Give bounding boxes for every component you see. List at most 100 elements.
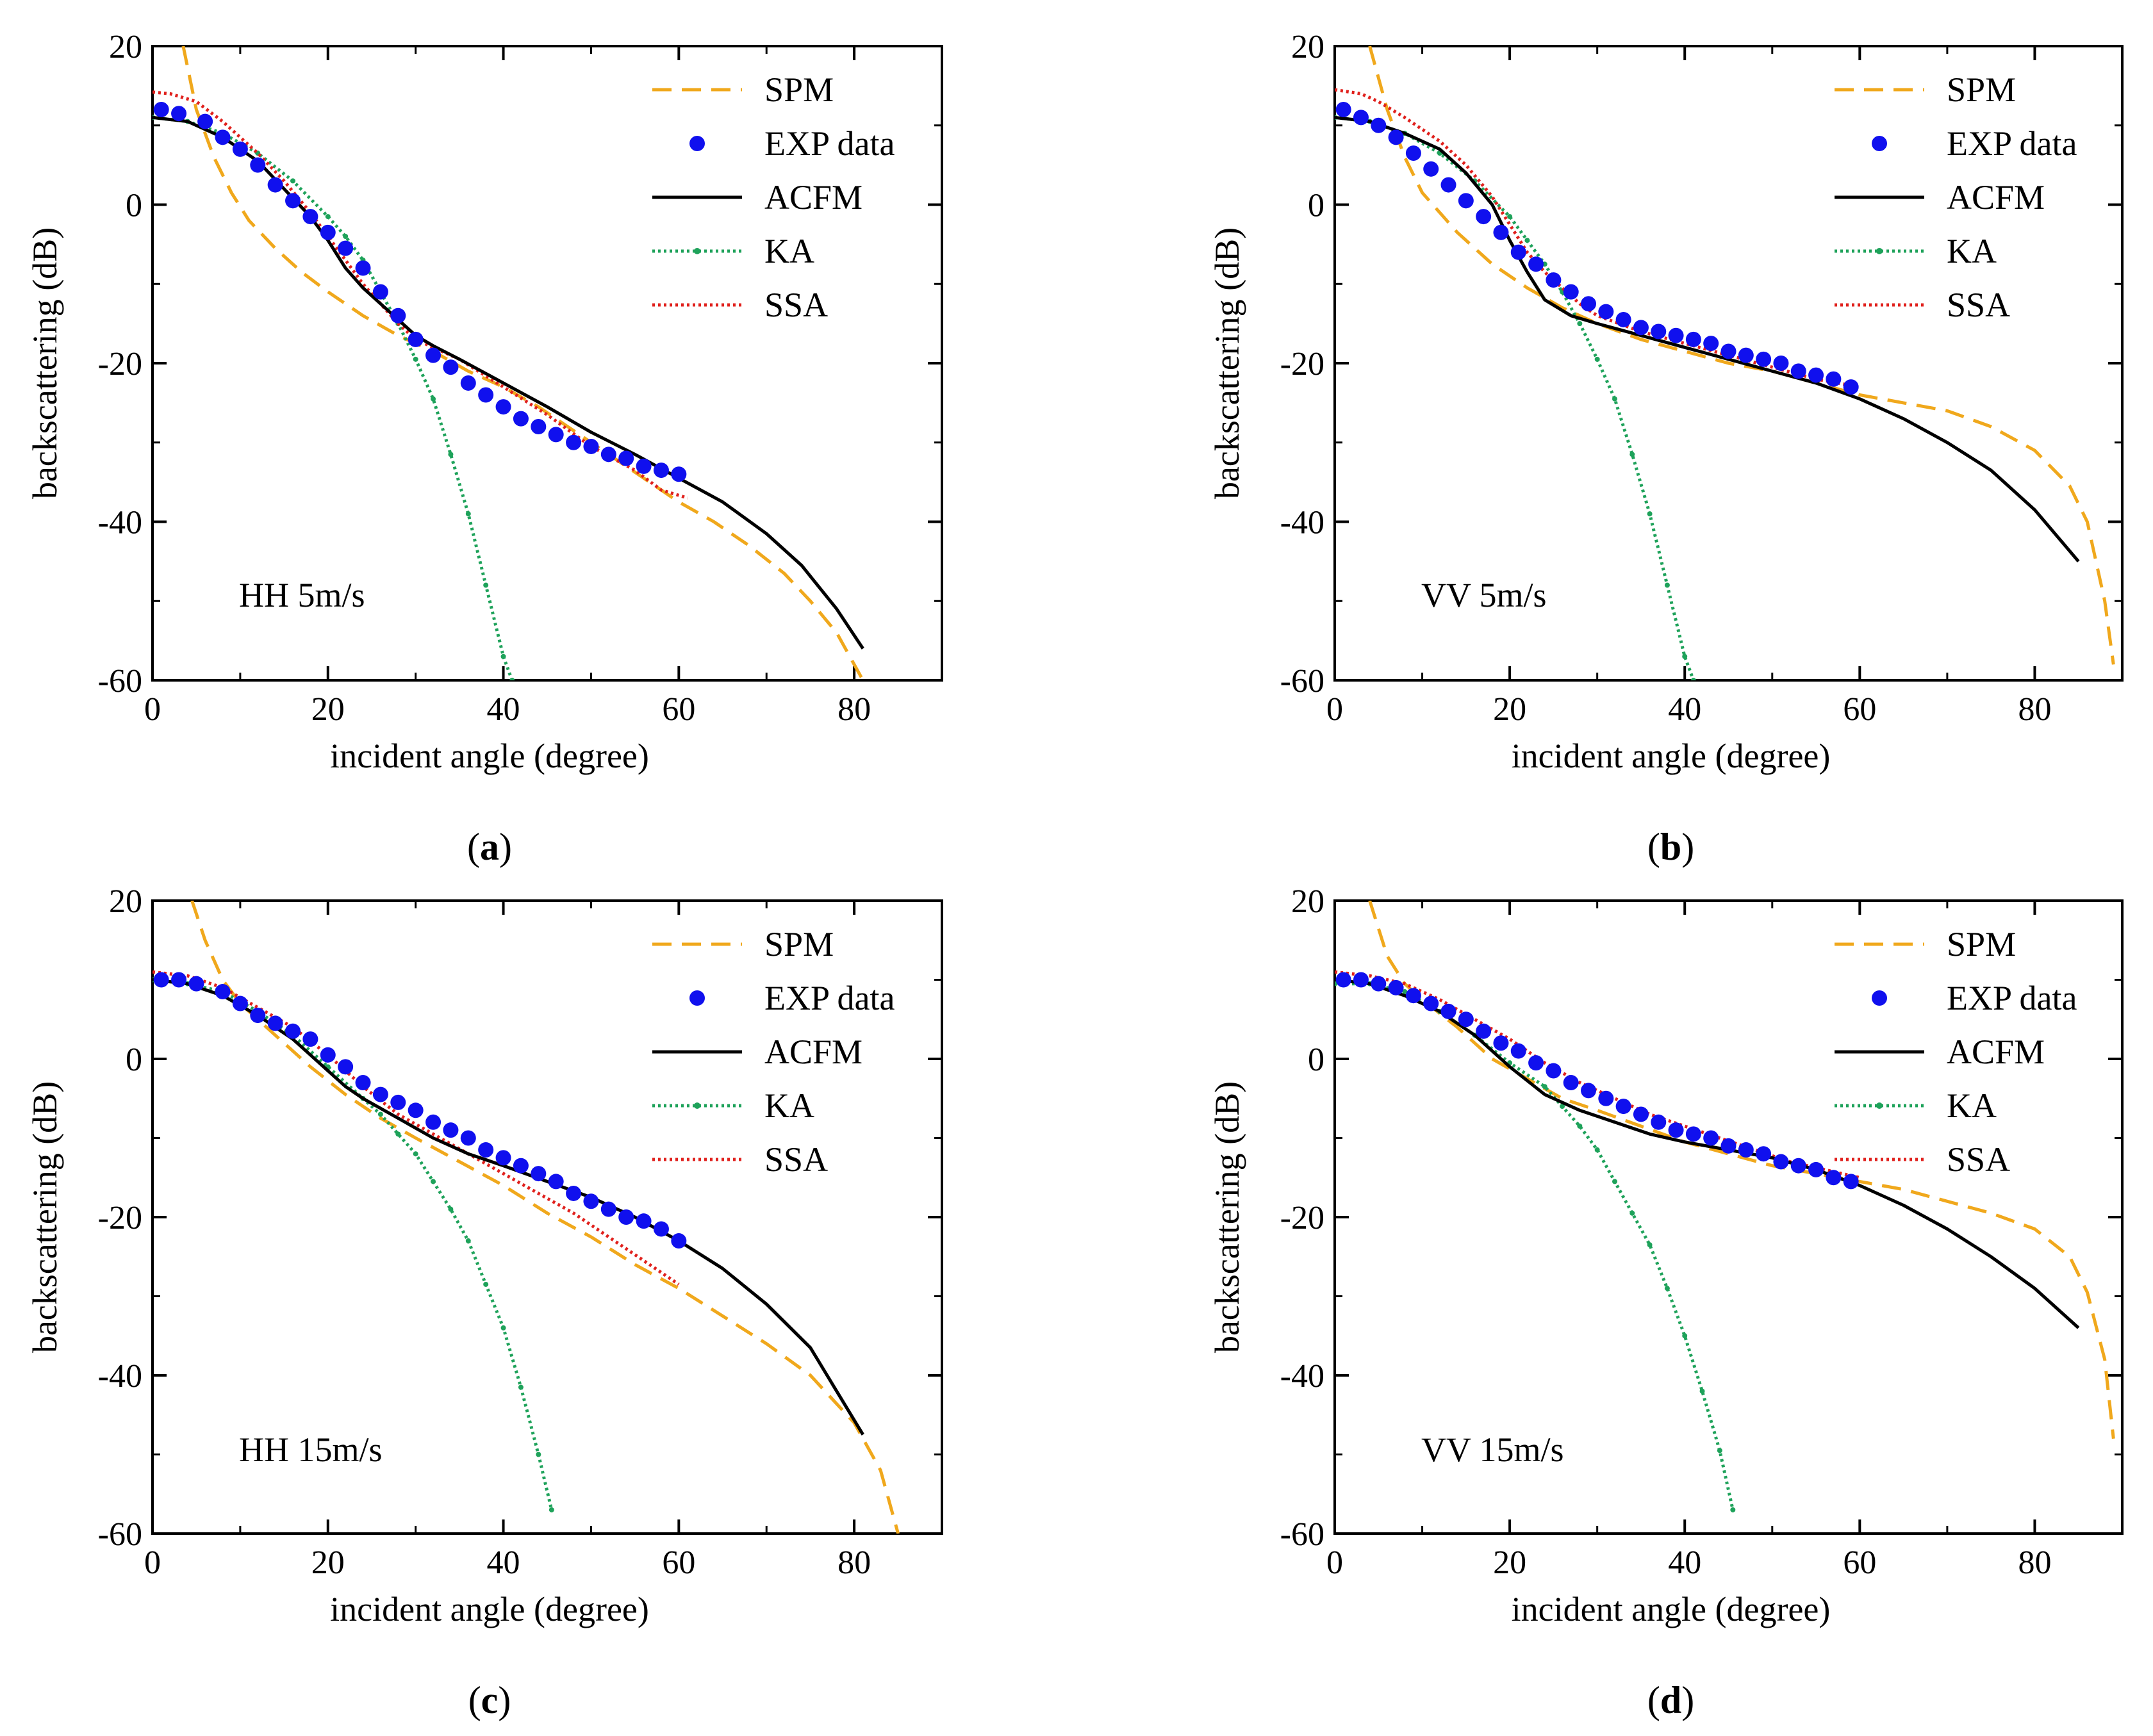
series-exp-data-point (1738, 347, 1754, 363)
y-tick-label: 0 (126, 188, 142, 224)
series-exp-data-point (1738, 1142, 1754, 1158)
series-ka-point (1612, 396, 1617, 402)
legend-label-spm: SPM (1947, 925, 2016, 963)
series-exp-data-point (153, 102, 169, 117)
panel-label-open-paren: ( (468, 1679, 481, 1721)
y-tick-label: 0 (1308, 1042, 1324, 1078)
y-tick-label: -40 (1280, 505, 1324, 541)
series-exp-data-point (320, 1047, 336, 1063)
legend-label-ssa: SSA (764, 286, 828, 324)
x-tick-label: 40 (487, 691, 520, 728)
legend-label-ka: KA (764, 1086, 814, 1125)
series-exp-data-point (495, 399, 511, 415)
legend: SPM EXP data ACFM KA SSA (652, 925, 895, 1179)
series-exp-data-point (1353, 972, 1369, 988)
legend: SPM EXP data ACFM KA SSA (1835, 70, 2077, 324)
series-exp-data-point (1493, 224, 1509, 240)
x-tick-label: 20 (311, 1544, 345, 1581)
series-ka-point (1594, 356, 1600, 362)
series-ka-point (1629, 452, 1635, 457)
x-tick-label: 0 (144, 691, 161, 728)
series-exp-data-point (302, 209, 318, 225)
series-exp-data-point (215, 129, 231, 145)
series-exp-data-point (443, 359, 459, 375)
legend-label-acfm: ACFM (1947, 1033, 2045, 1071)
panel-label-open-paren: ( (1647, 1679, 1660, 1721)
condition-annotation: HH 15m/s (239, 1430, 383, 1469)
series-ka-point (431, 396, 436, 402)
series-exp-data-point (1756, 351, 1772, 367)
series-exp-data-point (1423, 161, 1439, 177)
panel-label-close-paren: ) (498, 1679, 511, 1721)
series-ka-point (465, 1238, 471, 1244)
chart-panel-b: 0 20 40 60 80 20 0 -20 -40 -60 incident angle (deg… (1208, 29, 2124, 868)
series-exp-data-point (171, 106, 187, 122)
x-tick-label: 0 (1326, 1544, 1343, 1581)
series-exp-data-point (653, 463, 669, 479)
series-ka-point (483, 582, 489, 588)
series-ka-point (1577, 1123, 1583, 1129)
series-exp-data-point (1353, 110, 1369, 126)
x-axis-title: incident angle (degree) (330, 737, 649, 775)
series-exp-data-point (1720, 343, 1736, 359)
series-exp-data-point (232, 141, 248, 157)
series-exp-data-point (285, 1023, 301, 1039)
y-axis-title: backscattering (dB) (26, 1081, 64, 1353)
series-exp-data-point (1773, 356, 1789, 371)
legend-swatch-exp-data (689, 136, 705, 151)
series-exp-data-point (600, 446, 616, 463)
series-exp-data-point (548, 427, 564, 443)
y-tick-label: -20 (98, 346, 142, 382)
panel-label-letter: d (1660, 1679, 1681, 1721)
x-tick-label: 0 (1326, 691, 1343, 728)
y-tick-label: -20 (1280, 1200, 1324, 1236)
series-exp-data-point (197, 113, 213, 129)
x-tick-label: 0 (144, 1544, 161, 1581)
series-exp-data-point (338, 240, 354, 256)
legend-label-ka: KA (1947, 232, 1997, 270)
legend-label-acfm: ACFM (764, 178, 862, 217)
panel-label: (a) (467, 826, 512, 868)
series-exp-data-point (513, 1158, 529, 1174)
series-ka-point (1647, 1242, 1653, 1248)
chart-panel-a: 0 20 40 60 80 20 0 -20 -40 -60 incident angle (deg… (26, 29, 943, 868)
panel-label-letter: b (1660, 826, 1681, 868)
series-exp-data-point (355, 260, 371, 276)
series-exp-data-point (1371, 117, 1387, 133)
legend-label-ka: KA (1947, 1086, 1997, 1125)
series-exp-data-point (618, 1209, 634, 1225)
series-ka-line (153, 978, 554, 1511)
series-exp-data-point (460, 1130, 476, 1146)
chart-panel-d: 0 20 40 60 80 20 0 -20 -40 -60 incident angle (deg… (1208, 883, 2124, 1721)
series-exp-data-point (232, 995, 248, 1011)
series-ka-line (1335, 115, 1695, 680)
series-exp-data-point (513, 411, 529, 427)
condition-annotation: VV 5m/s (1421, 576, 1547, 614)
series-exp-data-point (1808, 367, 1824, 383)
series-exp-data-point (390, 1094, 406, 1110)
series-exp-data-point (1598, 1090, 1614, 1106)
series-ka-point (1507, 214, 1513, 220)
series-exp-data-point (1388, 129, 1404, 145)
legend-label-ssa: SSA (1947, 286, 2010, 324)
series-ka-point (325, 214, 331, 220)
series-ka-point (518, 1384, 524, 1390)
series-ka-point (1560, 1104, 1565, 1110)
series-exp-data-point (1388, 979, 1404, 995)
legend-swatch-ka-marker (694, 248, 700, 254)
legend-swatch-exp-data (1872, 136, 1887, 151)
series-exp-data-point (1615, 311, 1631, 327)
series-exp-data-point (1405, 988, 1421, 1004)
series-exp-data-point (600, 1201, 616, 1217)
series-exp-data-point (495, 1150, 511, 1166)
legend-label-acfm: ACFM (1947, 178, 2045, 217)
panel-label-close-paren: ) (1681, 826, 1694, 868)
series-ka-point (1664, 1286, 1670, 1291)
series-exp-data-point (320, 224, 336, 240)
series-exp-data-point (1510, 1043, 1526, 1059)
series-exp-data-point (1493, 1035, 1509, 1051)
x-tick-label: 40 (487, 1544, 520, 1581)
x-tick-label: 80 (837, 1544, 871, 1581)
series-ka-point (1717, 1448, 1722, 1453)
